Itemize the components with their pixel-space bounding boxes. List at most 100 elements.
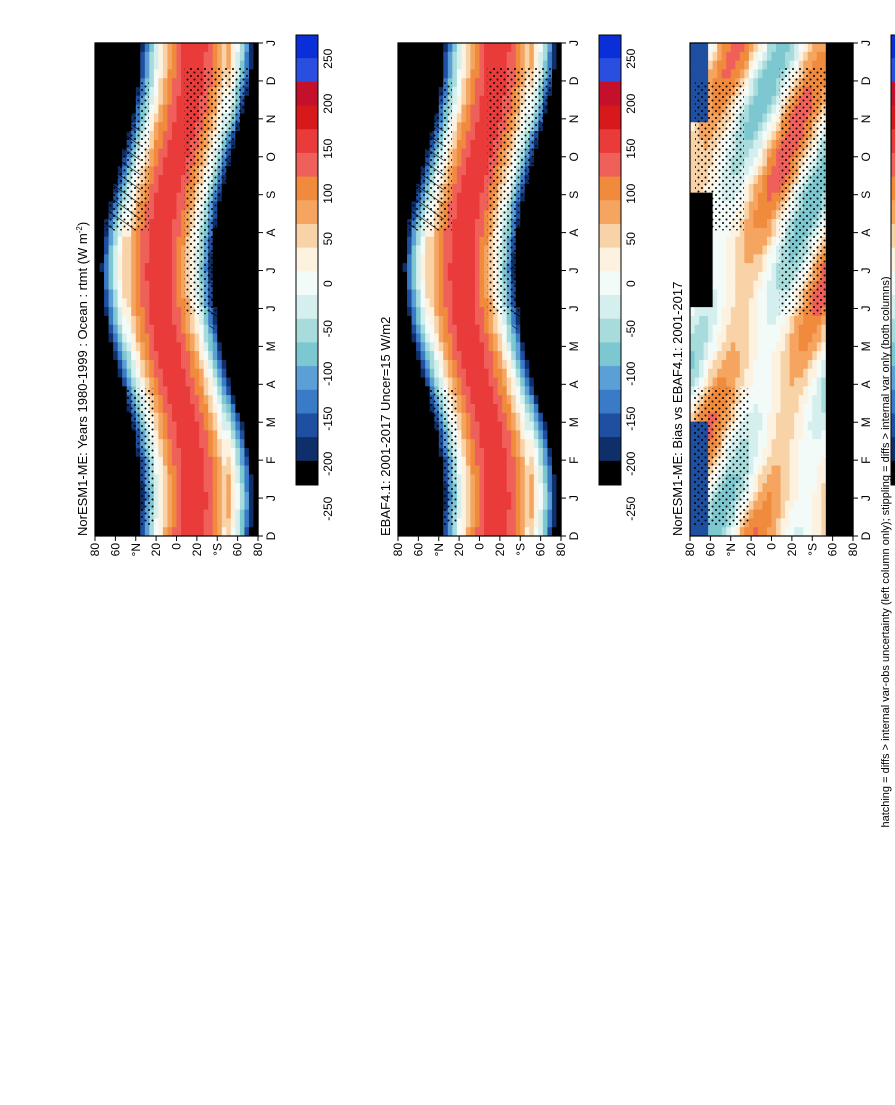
heatmap-cell bbox=[488, 526, 494, 536]
colorbar-swatch bbox=[296, 152, 318, 178]
heatmap-cell bbox=[529, 420, 535, 431]
y-tick-label: 80 bbox=[391, 543, 405, 557]
heatmap-cell bbox=[452, 104, 458, 114]
heatmap-cell bbox=[162, 438, 169, 448]
heatmap-cell bbox=[524, 341, 530, 352]
heatmap-cell bbox=[407, 376, 413, 387]
heatmap-cell bbox=[253, 95, 259, 105]
heatmap-cell bbox=[149, 244, 155, 255]
x-tick-label: J bbox=[567, 268, 581, 274]
heatmap-cell bbox=[533, 368, 539, 378]
heatmap-cell bbox=[533, 341, 539, 352]
heatmap-cell bbox=[744, 350, 750, 360]
heatmap-cell bbox=[248, 491, 255, 501]
heatmap-cell bbox=[402, 350, 408, 360]
heatmap-cell bbox=[158, 77, 164, 88]
heatmap-cell bbox=[113, 315, 119, 325]
heatmap-cell bbox=[488, 394, 494, 404]
heatmap-cell bbox=[438, 51, 444, 61]
heatmap-cell bbox=[474, 200, 481, 211]
heatmap-cell bbox=[95, 156, 101, 167]
heatmap-cell bbox=[843, 368, 850, 378]
heatmap-cell bbox=[153, 218, 159, 228]
heatmap-cell bbox=[181, 412, 187, 422]
heatmap-cell bbox=[484, 350, 490, 360]
heatmap-cell bbox=[131, 368, 137, 378]
heatmap-cell bbox=[465, 280, 472, 290]
heatmap-cell bbox=[479, 148, 485, 158]
heatmap-cell bbox=[108, 324, 114, 334]
heatmap-cell bbox=[502, 412, 508, 422]
heatmap-cell bbox=[131, 51, 137, 61]
heatmap-cell bbox=[176, 288, 182, 299]
heatmap-cell bbox=[402, 368, 408, 378]
heatmap-cell bbox=[839, 350, 845, 360]
heatmap-cell bbox=[131, 244, 137, 255]
heatmap-cell bbox=[167, 288, 173, 299]
heatmap-cell bbox=[843, 456, 850, 466]
heatmap-cell bbox=[113, 350, 119, 360]
heatmap-cell bbox=[438, 332, 444, 343]
heatmap-cell bbox=[181, 368, 187, 378]
heatmap-cell bbox=[190, 315, 196, 325]
heatmap-cell bbox=[443, 526, 449, 536]
heatmap-cell bbox=[167, 517, 173, 528]
heatmap-cell bbox=[149, 359, 155, 369]
heatmap-cell bbox=[158, 491, 164, 501]
heatmap-cell bbox=[789, 385, 795, 396]
heatmap-cell bbox=[429, 332, 435, 343]
heatmap-cell bbox=[551, 464, 558, 475]
heatmap-cell bbox=[757, 456, 764, 466]
heatmap-cell bbox=[144, 236, 150, 246]
heatmap-cell bbox=[461, 420, 467, 431]
heatmap-cell bbox=[167, 253, 173, 264]
heatmap-cell bbox=[176, 482, 182, 492]
heatmap-cell bbox=[235, 508, 241, 519]
colorbar-label: -150 bbox=[321, 406, 335, 430]
heatmap-cell bbox=[226, 368, 232, 378]
heatmap-cell bbox=[524, 473, 530, 484]
heatmap-cell bbox=[812, 394, 818, 404]
heatmap-cell bbox=[253, 464, 259, 475]
heatmap-cell bbox=[194, 473, 200, 484]
heatmap-cell bbox=[479, 86, 485, 96]
heatmap-cell bbox=[226, 42, 232, 52]
heatmap-cell bbox=[506, 42, 512, 52]
heatmap-cell bbox=[465, 183, 472, 193]
heatmap-cell bbox=[456, 51, 462, 61]
heatmap-cell bbox=[167, 491, 173, 501]
heatmap-cell bbox=[190, 350, 196, 360]
heatmap-cell bbox=[529, 491, 535, 501]
heatmap-cell bbox=[447, 288, 453, 299]
heatmap-cell bbox=[416, 60, 422, 70]
colorbar-label: 250 bbox=[321, 48, 335, 68]
heatmap-cell bbox=[803, 456, 809, 466]
heatmap-cell bbox=[843, 491, 850, 501]
heatmap-cell bbox=[699, 341, 705, 352]
heatmap-cell bbox=[538, 403, 544, 413]
heatmap-cell bbox=[739, 350, 745, 360]
heatmap-cell bbox=[226, 473, 232, 484]
heatmap-cell bbox=[461, 500, 467, 510]
heatmap-cell bbox=[484, 42, 490, 52]
heatmap-cell bbox=[167, 262, 173, 272]
heatmap-cell bbox=[162, 508, 169, 519]
heatmap-cell bbox=[780, 350, 786, 360]
heatmap-cell bbox=[506, 376, 512, 387]
heatmap-cell bbox=[551, 491, 558, 501]
heatmap-cell bbox=[167, 218, 173, 228]
heatmap-cell bbox=[162, 218, 169, 228]
heatmap-cell bbox=[821, 350, 827, 360]
heatmap-cell bbox=[529, 500, 535, 510]
heatmap-cell bbox=[153, 403, 159, 413]
heatmap-cell bbox=[515, 438, 521, 448]
heatmap-cell bbox=[807, 350, 813, 360]
heatmap-cell bbox=[807, 464, 813, 475]
heatmap-cell bbox=[825, 456, 831, 466]
heatmap-cell bbox=[153, 350, 159, 360]
heatmap-cell bbox=[533, 517, 539, 528]
heatmap-cell bbox=[104, 271, 110, 281]
heatmap-cell bbox=[812, 526, 818, 536]
heatmap-cell bbox=[470, 315, 476, 325]
heatmap-cell bbox=[690, 526, 696, 536]
